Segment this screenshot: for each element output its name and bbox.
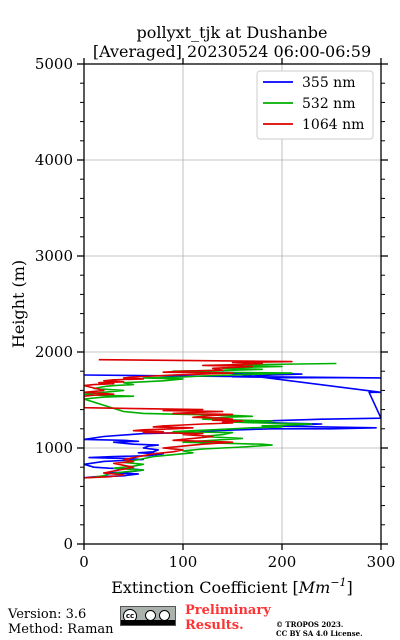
chart-title-line2: [Averaged] 20230524 06:00-06:59 <box>93 42 371 61</box>
data-series <box>84 358 381 479</box>
series-line-355-nm <box>84 371 381 479</box>
x-tick-label: 200 <box>268 553 297 571</box>
x-tick-label: 100 <box>169 553 198 571</box>
extinction-profile-chart: pollyxt_tjk at Dushanbe [Averaged] 20230… <box>9 23 396 597</box>
copyright-line2: CC BY SA 4.0 License. <box>276 629 363 638</box>
legend-box <box>256 70 374 140</box>
x-tick-label: 0 <box>79 553 89 571</box>
x-tick-label: 300 <box>367 553 396 571</box>
version-text: Version: 3.6 <box>8 607 87 622</box>
legend: 355 nm 532 nm 1064 nm <box>256 70 374 140</box>
y-axis-label: Height (m) <box>9 260 28 348</box>
y-tick-label: 5000 <box>35 55 73 73</box>
cc-license-badge: cc <box>120 606 176 626</box>
x-axis-label: Extinction Coefficient [Mm−1] <box>111 576 353 597</box>
series-line-1064-nm <box>84 358 293 479</box>
method-text: Method: Raman <box>8 622 114 637</box>
y-tick-label: 4000 <box>35 151 73 169</box>
x-axis-label-prefix: Extinction Coefficient [ <box>111 578 299 597</box>
y-tick-label: 1000 <box>35 439 73 457</box>
x-axis-label-unit-exponent: −1 <box>330 576 346 589</box>
y-tick-label: 3000 <box>35 247 73 265</box>
plot-frame <box>83 63 382 545</box>
preliminary-results-note: Preliminary Results. <box>185 603 271 633</box>
x-axis-label-unit: Mm <box>298 578 331 597</box>
preliminary-line1: Preliminary <box>185 603 271 618</box>
series-line-532-nm <box>84 362 337 479</box>
copyright-line1: © TROPOS 2023. <box>276 620 344 629</box>
x-axis-label-suffix: ] <box>347 578 353 597</box>
legend-label: 355 nm <box>302 75 355 91</box>
chart-title-line1: pollyxt_tjk at Dushanbe <box>136 23 327 42</box>
y-tick-label: 0 <box>63 535 73 553</box>
cc-badge-bar <box>121 620 175 625</box>
legend-label: 532 nm <box>302 96 355 112</box>
legend-label: 1064 nm <box>302 117 364 133</box>
copyright-note: © TROPOS 2023. CC BY SA 4.0 License. <box>276 620 363 638</box>
y-tick-label: 2000 <box>35 343 73 361</box>
preliminary-line2: Results. <box>185 618 244 633</box>
